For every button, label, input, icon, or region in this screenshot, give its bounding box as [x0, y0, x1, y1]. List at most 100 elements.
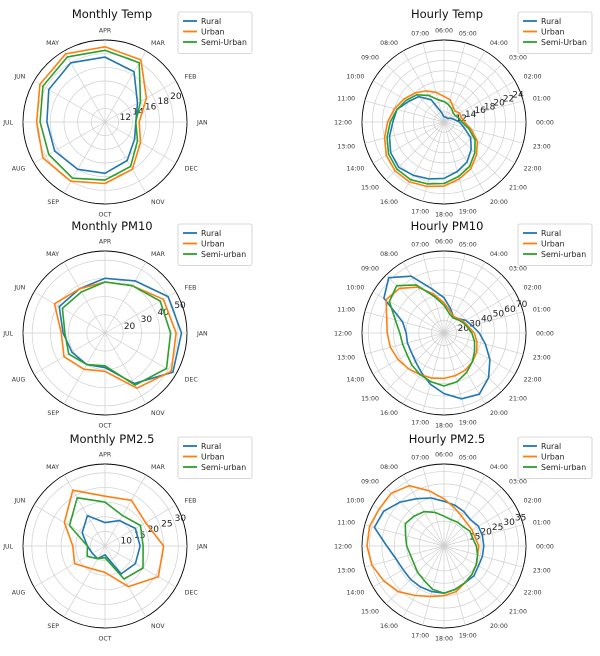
- chart-title: Hourly PM10: [411, 219, 484, 233]
- polar-chart-0: JANFEBMARAPRMAYJUNJULAUGSEPOCTNOVDEC1214…: [2, 7, 253, 219]
- theta-tick-label: 00:00: [536, 120, 554, 127]
- theta-tick-label: 16:00: [380, 410, 398, 417]
- theta-tick-label: 02:00: [524, 285, 542, 292]
- radial-tick-label: 16: [145, 102, 157, 112]
- angular-grid-line: [443, 121, 516, 164]
- radial-tick-label: 30: [503, 518, 515, 528]
- angular-grid-line: [33, 121, 106, 164]
- theta-tick-label: JUL: [2, 331, 13, 338]
- angular-grid-line: [443, 261, 486, 334]
- theta-tick-label: 15:00: [361, 609, 379, 616]
- theta-tick-label: 05:00: [459, 455, 477, 462]
- theta-tick-label: 14:00: [346, 377, 364, 384]
- theta-tick-label: APR: [99, 452, 112, 459]
- radial-tick-label: 20: [124, 322, 136, 332]
- angular-grid-line: [33, 545, 106, 588]
- angular-grid-line: [443, 332, 516, 375]
- theta-tick-label: 02:00: [524, 74, 542, 81]
- theta-tick-label: JUN: [13, 74, 25, 81]
- theta-tick-label: 09:00: [361, 478, 379, 485]
- theta-tick-label: MAY: [46, 464, 59, 471]
- theta-tick-label: 22:00: [524, 377, 542, 384]
- theta-tick-label: 02:00: [524, 498, 542, 505]
- angular-grid-line: [443, 121, 503, 181]
- theta-tick-label: 00:00: [536, 331, 554, 338]
- theta-tick-label: 12:00: [334, 331, 352, 338]
- theta-tick-label: 03:00: [509, 54, 527, 61]
- theta-tick-label: 20:00: [490, 199, 508, 206]
- angular-grid-line: [104, 545, 177, 588]
- theta-tick-label: 23:00: [533, 143, 551, 150]
- theta-tick-label: 04:00: [490, 251, 508, 258]
- theta-tick-label: OCT: [99, 212, 112, 219]
- legend-label: Urban: [541, 240, 565, 249]
- theta-tick-label: 21:00: [509, 185, 527, 192]
- theta-tick-label: JUL: [2, 120, 13, 127]
- radial-tick-label: 25: [492, 523, 503, 533]
- theta-tick-label: 17:00: [411, 632, 429, 639]
- legend-box: [517, 11, 593, 54]
- theta-tick-label: 23:00: [533, 354, 551, 361]
- theta-tick-label: 07:00: [411, 242, 429, 249]
- radial-tick-label: 20: [480, 528, 492, 538]
- angular-grid-line: [422, 545, 445, 626]
- theta-tick-label: 04:00: [490, 464, 508, 471]
- legend-box: [177, 436, 253, 479]
- angular-grid-line: [402, 50, 445, 123]
- angular-grid-line: [443, 50, 486, 123]
- theta-tick-label: APR: [99, 239, 112, 246]
- angular-grid-line: [443, 291, 516, 334]
- theta-tick-label: 11:00: [337, 96, 355, 103]
- theta-tick-label: 20:00: [490, 623, 508, 630]
- chart-title: Monthly PM10: [71, 219, 152, 233]
- angular-grid-line: [33, 291, 106, 334]
- theta-tick-label: JAN: [196, 331, 208, 338]
- radial-tick-label: 30: [175, 514, 187, 524]
- angular-grid-line: [422, 332, 445, 413]
- legend-box: [517, 223, 593, 266]
- theta-tick-label: 13:00: [337, 143, 355, 150]
- theta-tick-label: DEC: [185, 590, 198, 597]
- radial-tick-label: 50: [493, 310, 505, 320]
- legend-label: Semi-urban: [201, 463, 246, 472]
- theta-tick-label: 07:00: [411, 455, 429, 462]
- radial-tick-label: 14: [465, 110, 477, 120]
- theta-tick-label: NOV: [151, 410, 165, 417]
- angular-grid-line: [443, 545, 503, 605]
- theta-tick-label: 10:00: [346, 285, 364, 292]
- angular-grid-line: [422, 42, 445, 123]
- angular-grid-line: [372, 332, 445, 375]
- legend-label: Rural: [201, 17, 221, 26]
- series-line: [68, 496, 144, 580]
- series-line: [46, 56, 139, 175]
- legend-label: Rural: [541, 229, 561, 238]
- angular-grid-line: [402, 474, 445, 547]
- angular-grid-line: [422, 466, 445, 547]
- theta-tick-label: 05:00: [459, 31, 477, 38]
- angular-grid-line: [402, 261, 445, 334]
- legend-box: [517, 436, 593, 479]
- theta-tick-label: 22:00: [524, 590, 542, 597]
- legend-label: Semi-urban: [201, 250, 246, 259]
- theta-tick-label: 12:00: [334, 120, 352, 127]
- angular-grid-line: [364, 524, 445, 547]
- theta-tick-label: 09:00: [361, 265, 379, 272]
- series-line: [386, 94, 476, 185]
- chart-title: Monthly PM2.5: [70, 432, 155, 446]
- polar-chart-2: JAN FEB MAR APR MAY JUN JUL AUG SEP OCT NOV DEC 20 30…: [2, 219, 253, 430]
- angular-grid-line: [443, 332, 486, 405]
- theta-tick-label: 01:00: [533, 520, 551, 527]
- angular-grid-line: [104, 332, 147, 405]
- theta-tick-label: SEP: [47, 199, 59, 206]
- legend-label: Rural: [541, 442, 561, 451]
- series-line: [63, 489, 165, 588]
- theta-tick-label: 07:00: [411, 31, 429, 38]
- angular-grid-line: [63, 50, 106, 123]
- theta-tick-label: 04:00: [490, 40, 508, 47]
- radial-tick-label: 18: [158, 97, 170, 107]
- theta-tick-label: JUN: [13, 285, 25, 292]
